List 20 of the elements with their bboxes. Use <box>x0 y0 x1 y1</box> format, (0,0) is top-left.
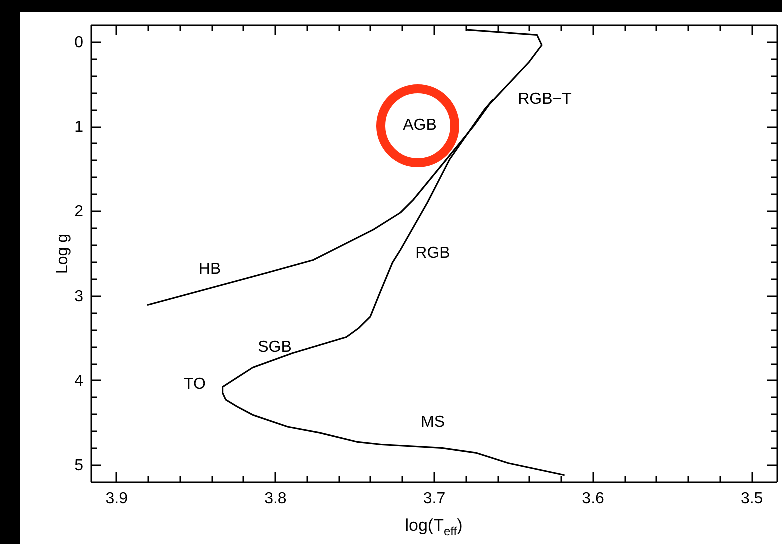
y-tick-label: 2 <box>74 204 84 221</box>
annotation: SGB <box>258 339 292 357</box>
annotation: MS <box>421 414 445 432</box>
y-tick-label: 0 <box>74 34 84 52</box>
y-tick-label: 5 <box>74 458 84 475</box>
annotation: TO <box>184 376 206 394</box>
x-tick-label: 3.8 <box>264 490 287 508</box>
x-tick-label: 3.6 <box>582 490 605 508</box>
y-tick-label: 4 <box>74 372 84 390</box>
y-axis-title: Log g <box>54 234 72 274</box>
x-tick-label: 3.7 <box>423 490 446 508</box>
annotation: RGB <box>416 245 450 263</box>
annotation: RGB−T <box>518 91 572 109</box>
annotation: AGB <box>403 117 437 135</box>
y-tick-label: 1 <box>74 119 84 136</box>
x-axis-title: log(T$_{eff}$) <box>405 516 463 538</box>
x-tick-label: 3.9 <box>106 490 128 508</box>
y-tick-label: 3 <box>74 288 84 306</box>
annotation: HB <box>198 261 222 279</box>
x-tick-label: 3.5 <box>740 490 764 508</box>
